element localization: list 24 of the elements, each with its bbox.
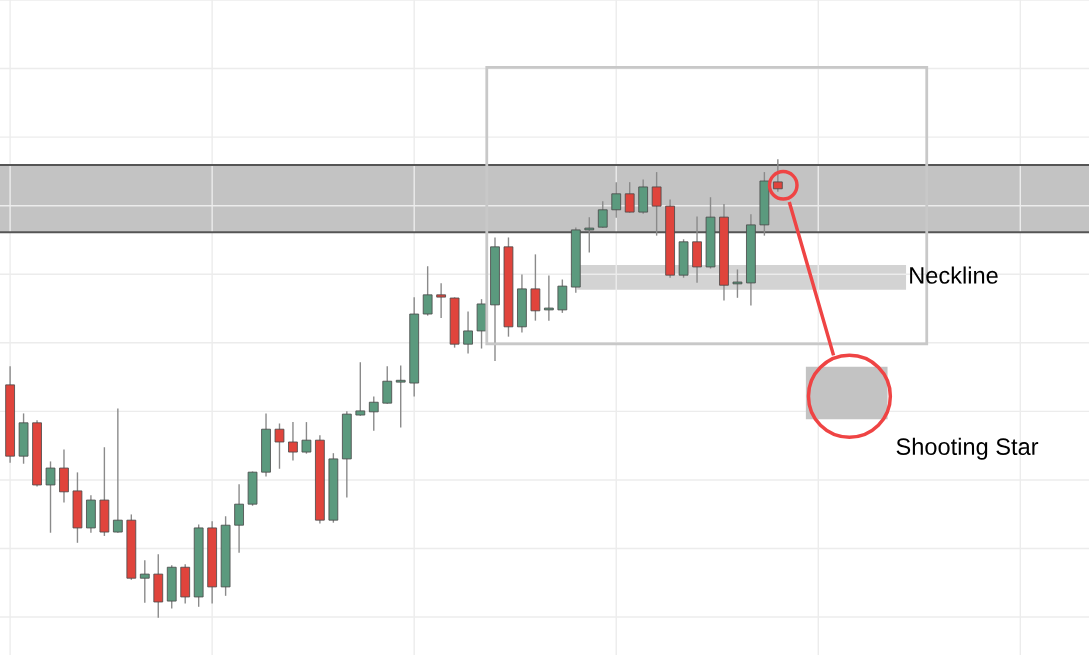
candlestick xyxy=(59,449,69,503)
candlestick xyxy=(611,182,622,218)
candlestick xyxy=(274,423,285,469)
candlestick xyxy=(355,362,366,416)
candlestick xyxy=(112,408,123,533)
candlestick xyxy=(234,484,244,553)
candlestick xyxy=(45,461,56,533)
candlestick xyxy=(732,269,743,298)
band-label: Neckline xyxy=(910,266,998,284)
candlestick xyxy=(530,254,541,321)
candlestick xyxy=(422,266,433,316)
candlestick xyxy=(624,182,635,213)
candlestick xyxy=(368,396,379,431)
candlestick xyxy=(436,283,446,318)
candlestick xyxy=(557,279,568,313)
candlestick xyxy=(139,560,150,603)
candlestick xyxy=(301,422,312,454)
candlestick xyxy=(395,365,406,428)
candlestick xyxy=(382,366,393,404)
candlestick xyxy=(288,422,298,461)
annotation: Shooting Star xyxy=(896,437,1039,460)
candlestick xyxy=(463,311,473,354)
candlestick xyxy=(544,275,554,321)
candlestick xyxy=(597,201,608,228)
